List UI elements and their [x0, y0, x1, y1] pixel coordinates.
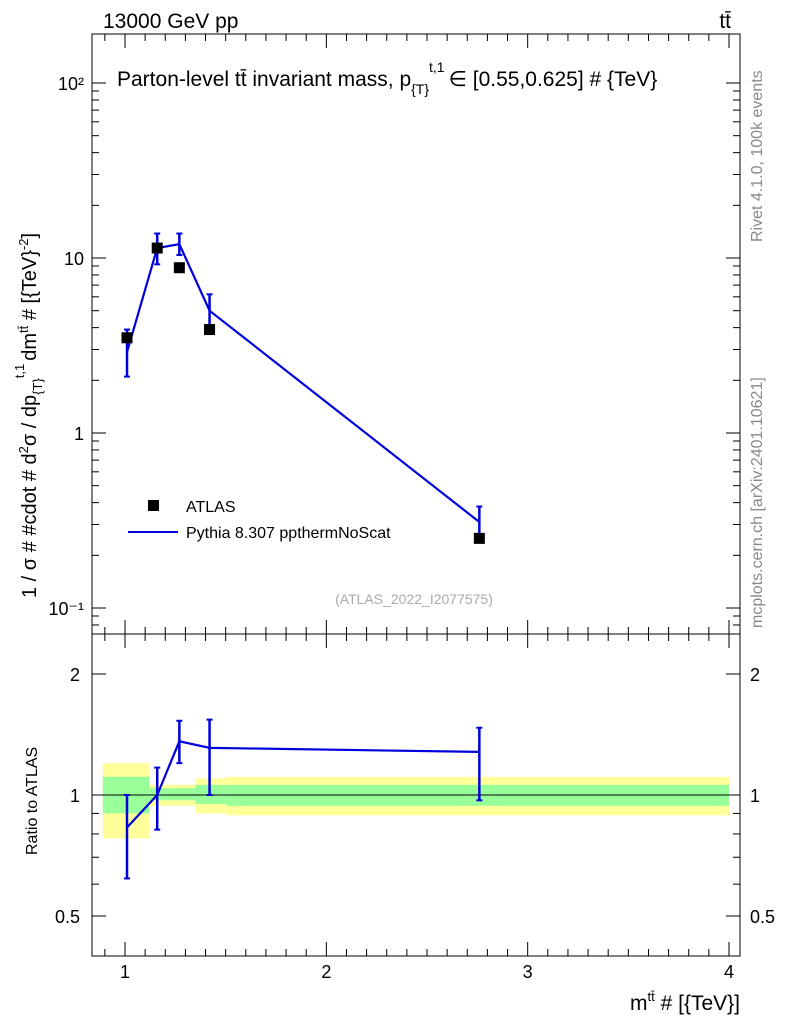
atlas-marker [204, 324, 216, 336]
ratio-y-tick-label-left-1: 1 [70, 786, 80, 806]
axis-ticks: 1 2 3 4 10⁻¹ 1 10 10² 0.5 0.5 1 1 2 2 [48, 34, 775, 982]
legend-label-pythia: Pythia 8.307 ppthermNoScat [186, 525, 391, 542]
ratio-band-inner-2 [165, 788, 196, 801]
x-tick-label-1: 1 [120, 962, 130, 982]
main-plot-series [121, 232, 485, 544]
legend-marker-atlas [148, 500, 159, 511]
analysis-watermark: (ATLAS_2022_I2077575) [335, 591, 493, 607]
ratio-y-tick-label-left-0.5: 0.5 [55, 907, 80, 927]
x-axis-label: mtt̄ # [{TeV}] [630, 989, 740, 1015]
rivet-label: Rivet 4.1.0, 100k events [749, 70, 766, 242]
ratio-y-tick-label-right-2: 2 [750, 665, 760, 685]
x-tick-label-2: 2 [321, 962, 331, 982]
atlas-marker [151, 242, 163, 254]
process-label: tt̄ [719, 10, 731, 33]
mcplots-label: mcplots.cern.ch [arXiv:2401.10621] [749, 377, 766, 628]
energy-label: 13000 GeV pp [103, 10, 238, 33]
plot-title-sup: t,1 [429, 59, 445, 75]
ratio-y-axis-label: Ratio to ATLAS [24, 747, 41, 855]
plot-title-main: Parton-level tt̄ invariant mass, p [117, 68, 411, 91]
legend-label-atlas: ATLAS [186, 499, 236, 516]
ratio-plot-series [124, 718, 483, 880]
main-y-tick-label-3: 10² [58, 74, 84, 94]
main-y-tick-label-1: 1 [74, 424, 84, 444]
atlas-marker [473, 532, 485, 544]
ratio-uncertainty-bands [92, 763, 740, 839]
main-plot-frame [91, 33, 741, 635]
legend: ATLAS Pythia 8.307 ppthermNoScat [128, 499, 391, 542]
main-y-tick-label-0: 10⁻¹ [48, 599, 84, 619]
plot-title-sub: {T} [411, 81, 429, 97]
main-y-tick-label-2: 10 [64, 249, 84, 269]
ratio-y-tick-label-right-0.5: 0.5 [750, 907, 775, 927]
pythia-line [125, 242, 481, 523]
x-tick-label-3: 3 [523, 962, 533, 982]
atlas-marker [173, 262, 185, 274]
main-y-axis-label: 1 / σ # #cdot # d2σ / dp{T}t,1dmtt̄ # [{… [12, 233, 45, 598]
plot-title-tail: ∈ [0.55,0.625] # {TeV} [449, 68, 658, 91]
x-tick-label-4: 4 [724, 962, 734, 982]
ratio-y-tick-label-left-2: 2 [70, 665, 80, 685]
plot-title: Parton-level tt̄ invariant mass, p{T}t,1… [117, 59, 657, 97]
atlas-marker [121, 332, 133, 344]
ratio-y-tick-label-right-1: 1 [750, 786, 760, 806]
